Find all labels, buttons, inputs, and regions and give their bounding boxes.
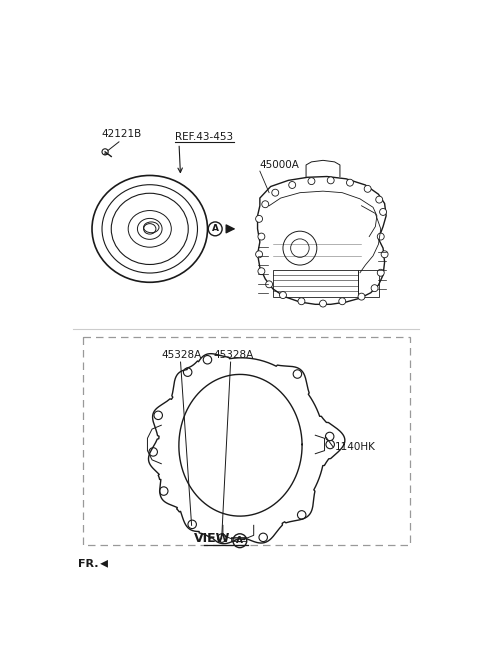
Text: VIEW: VIEW bbox=[194, 531, 230, 544]
Bar bbox=[358, 270, 379, 297]
Bar bbox=[230, 537, 246, 541]
Circle shape bbox=[325, 432, 334, 441]
Circle shape bbox=[381, 251, 388, 258]
Circle shape bbox=[203, 356, 212, 364]
Circle shape bbox=[279, 292, 287, 298]
Circle shape bbox=[265, 281, 273, 288]
Circle shape bbox=[259, 533, 267, 542]
Text: REF.43-453: REF.43-453 bbox=[175, 132, 233, 142]
Circle shape bbox=[377, 270, 384, 276]
Circle shape bbox=[217, 534, 226, 543]
Circle shape bbox=[272, 189, 279, 196]
Circle shape bbox=[376, 196, 383, 203]
Circle shape bbox=[188, 520, 196, 529]
Circle shape bbox=[258, 268, 265, 275]
Text: 45000A: 45000A bbox=[260, 159, 300, 170]
Circle shape bbox=[149, 447, 157, 456]
Text: 42121B: 42121B bbox=[101, 129, 142, 139]
Circle shape bbox=[327, 177, 334, 184]
Circle shape bbox=[320, 300, 326, 307]
Text: A: A bbox=[236, 536, 243, 545]
Circle shape bbox=[339, 298, 346, 305]
Circle shape bbox=[364, 186, 371, 192]
Text: 45328A: 45328A bbox=[214, 350, 254, 359]
Circle shape bbox=[298, 510, 306, 519]
Text: A: A bbox=[212, 224, 219, 234]
Circle shape bbox=[289, 182, 296, 188]
Bar bbox=[83, 337, 410, 544]
Circle shape bbox=[380, 209, 386, 215]
Bar bbox=[273, 270, 358, 297]
Text: 45328A: 45328A bbox=[161, 350, 202, 359]
Circle shape bbox=[256, 251, 263, 258]
Circle shape bbox=[183, 368, 192, 377]
Circle shape bbox=[154, 411, 162, 420]
Text: FR.: FR. bbox=[78, 559, 99, 569]
Text: 1140HK: 1140HK bbox=[335, 441, 375, 452]
Circle shape bbox=[293, 370, 301, 379]
Circle shape bbox=[347, 179, 353, 186]
Circle shape bbox=[358, 293, 365, 300]
Circle shape bbox=[258, 233, 265, 240]
Circle shape bbox=[308, 178, 315, 184]
Circle shape bbox=[377, 233, 384, 240]
Circle shape bbox=[298, 298, 305, 305]
Circle shape bbox=[262, 201, 269, 208]
Circle shape bbox=[371, 285, 378, 292]
Circle shape bbox=[159, 487, 168, 495]
Circle shape bbox=[256, 215, 263, 222]
Circle shape bbox=[326, 440, 335, 449]
